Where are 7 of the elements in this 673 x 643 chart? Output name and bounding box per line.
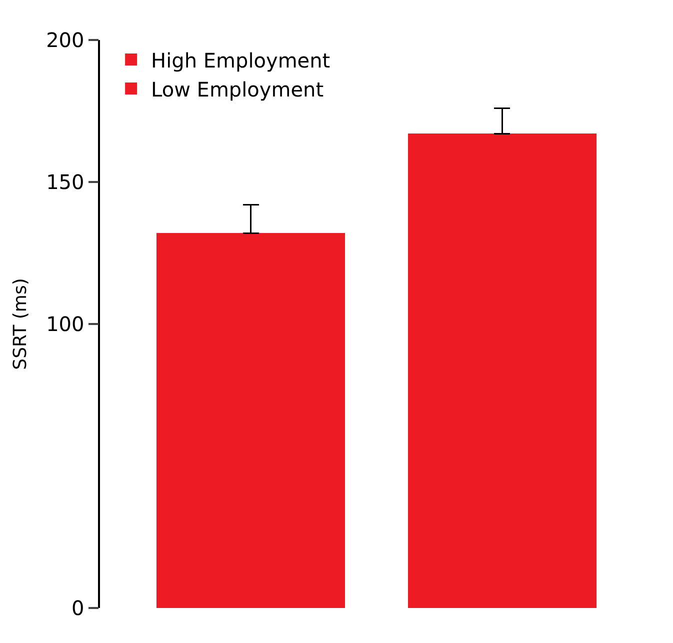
y-axis-title: SSRT (ms) [10,278,31,370]
y-tick-label: 0 [72,596,84,620]
legend-label: High Employment [151,48,330,72]
y-tick-label: 150 [46,170,84,194]
y-tick-label: 100 [46,312,84,336]
y-tick-label: 200 [46,28,84,52]
legend-label: Low Employment [151,77,324,102]
